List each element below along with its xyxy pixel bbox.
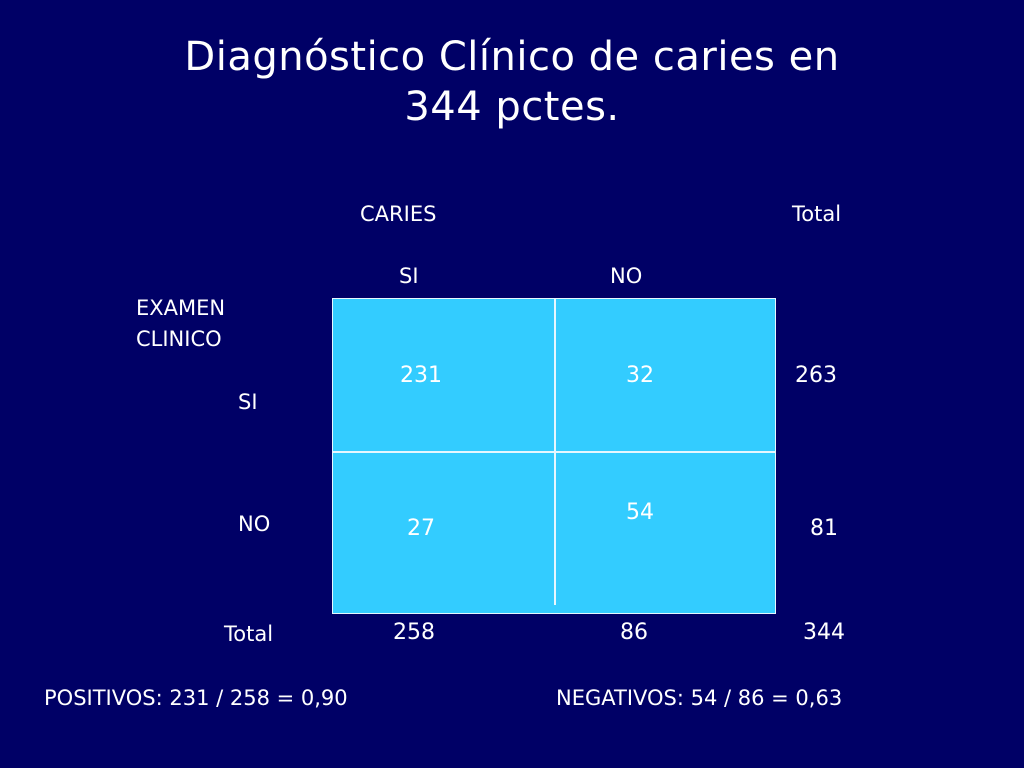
column-total-no: 86: [620, 620, 648, 645]
exam-header-line-1: EXAMEN: [136, 296, 226, 320]
total-column-header: Total: [792, 202, 842, 226]
table-horizontal-divider: [333, 451, 775, 453]
cell-no-no: 54: [626, 500, 654, 525]
slide-title: Diagnóstico Clínico de caries en 344 pct…: [0, 32, 1024, 132]
negativos-stat: NEGATIVOS: 54 / 86 = 0,63: [556, 686, 843, 710]
grand-total: 344: [803, 620, 845, 645]
column-total-si: 258: [393, 620, 435, 645]
row-si-label: SI: [238, 390, 258, 414]
row-total-si: 263: [795, 363, 837, 388]
cell-si-no: 32: [626, 363, 654, 388]
cell-no-si: 27: [407, 516, 435, 541]
column-si-label: SI: [399, 264, 419, 288]
row-total-label: Total: [224, 622, 274, 646]
cell-si-si: 231: [400, 363, 442, 388]
contingency-table: 231 32 27 54: [332, 298, 776, 614]
row-no-label: NO: [238, 512, 271, 536]
caries-header: CARIES: [360, 202, 437, 226]
title-line-2: 344 pctes.: [404, 84, 620, 130]
row-total-no: 81: [810, 516, 838, 541]
column-no-label: NO: [610, 264, 643, 288]
positivos-stat: POSITIVOS: 231 / 258 = 0,90: [44, 686, 348, 710]
title-line-1: Diagnóstico Clínico de caries en: [184, 34, 840, 80]
exam-header-line-2: CLINICO: [136, 327, 222, 351]
